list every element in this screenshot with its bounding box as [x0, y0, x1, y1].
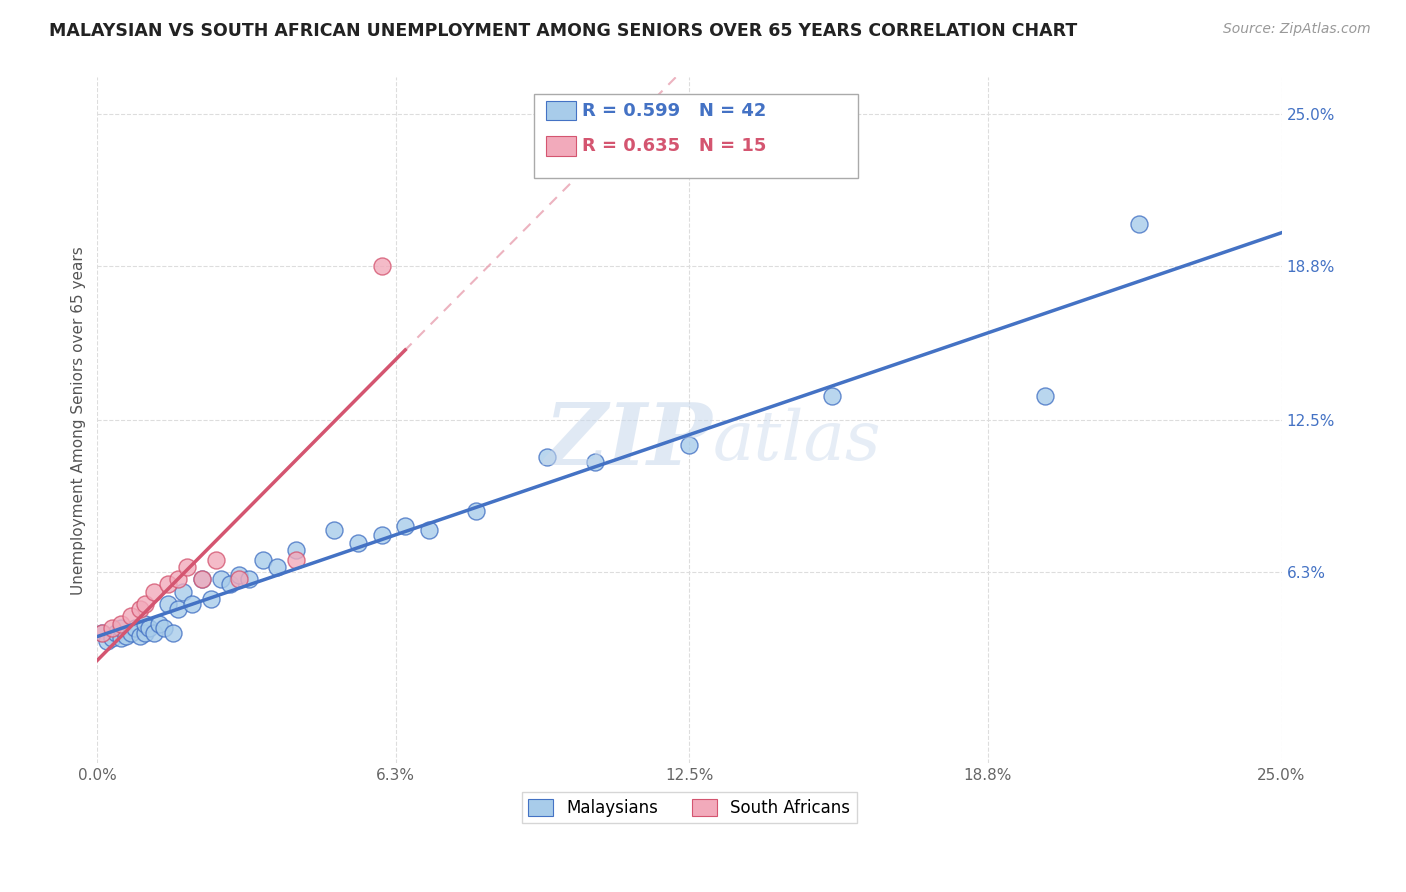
Point	[209, 573, 232, 587]
Point	[394, 518, 416, 533]
Point	[238, 573, 260, 587]
Point	[1128, 218, 1150, 232]
Text: R = 0.599   N = 42: R = 0.599 N = 42	[582, 102, 766, 120]
Point	[157, 597, 180, 611]
Point	[143, 626, 166, 640]
Point	[110, 632, 132, 646]
Point	[200, 592, 222, 607]
Point	[1033, 389, 1056, 403]
Point	[323, 524, 346, 538]
Point	[134, 597, 156, 611]
Point	[465, 504, 488, 518]
Point	[678, 438, 700, 452]
Point	[162, 626, 184, 640]
Point	[100, 622, 122, 636]
Point	[418, 524, 440, 538]
Point	[124, 622, 146, 636]
Point	[100, 632, 122, 646]
Point	[536, 450, 558, 464]
Point	[176, 560, 198, 574]
Text: ZIP: ZIP	[546, 399, 713, 483]
Legend: Malaysians, South Africans: Malaysians, South Africans	[522, 792, 858, 823]
Point	[266, 560, 288, 574]
Point	[91, 626, 114, 640]
Point	[143, 584, 166, 599]
Point	[285, 543, 308, 558]
Point	[157, 577, 180, 591]
Point	[129, 602, 152, 616]
Point	[114, 629, 136, 643]
Point	[110, 616, 132, 631]
Point	[120, 626, 142, 640]
Point	[172, 584, 194, 599]
Point	[120, 609, 142, 624]
Y-axis label: Unemployment Among Seniors over 65 years: Unemployment Among Seniors over 65 years	[72, 246, 86, 595]
Point	[228, 573, 250, 587]
Point	[105, 626, 128, 640]
Point	[134, 616, 156, 631]
Point	[347, 535, 370, 549]
Text: MALAYSIAN VS SOUTH AFRICAN UNEMPLOYMENT AMONG SENIORS OVER 65 YEARS CORRELATION : MALAYSIAN VS SOUTH AFRICAN UNEMPLOYMENT …	[49, 22, 1077, 40]
Point	[167, 573, 190, 587]
Point	[252, 553, 274, 567]
Point	[190, 573, 212, 587]
Point	[138, 622, 160, 636]
Point	[129, 629, 152, 643]
Point	[91, 626, 114, 640]
Point	[181, 597, 204, 611]
Point	[219, 577, 242, 591]
Text: Source: ZipAtlas.com: Source: ZipAtlas.com	[1223, 22, 1371, 37]
Point	[110, 622, 132, 636]
Point	[820, 389, 842, 403]
Point	[96, 633, 118, 648]
Point	[134, 626, 156, 640]
Point	[583, 455, 606, 469]
Point	[228, 567, 250, 582]
Point	[190, 573, 212, 587]
Text: R = 0.635   N = 15: R = 0.635 N = 15	[582, 137, 766, 155]
Point	[167, 602, 190, 616]
Text: atlas: atlas	[713, 408, 882, 475]
Point	[204, 553, 226, 567]
Point	[148, 616, 170, 631]
Point	[152, 622, 174, 636]
Point	[370, 259, 392, 273]
Point	[370, 528, 392, 542]
Point	[285, 553, 308, 567]
